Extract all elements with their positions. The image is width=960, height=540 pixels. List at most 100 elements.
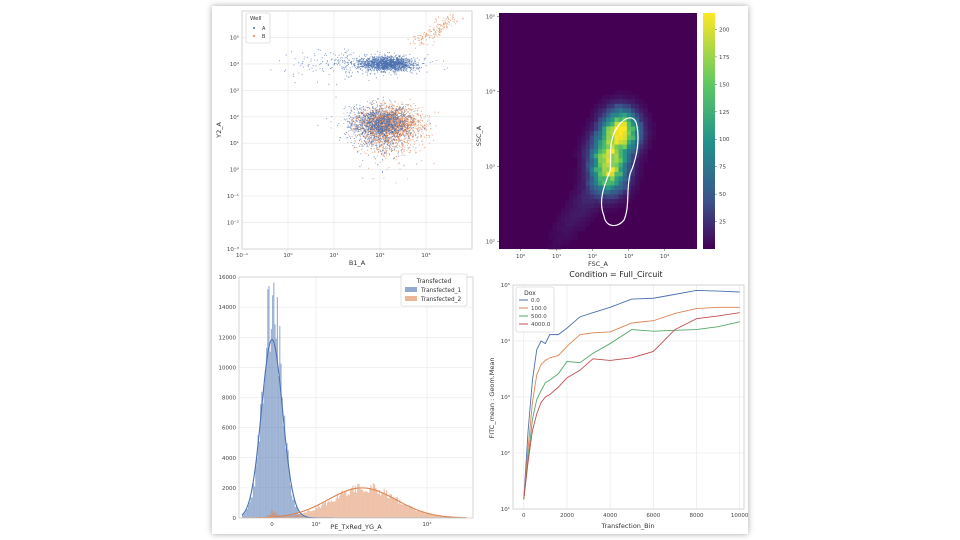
p1-point	[387, 117, 389, 119]
p1-point	[329, 68, 332, 70]
p1-point	[401, 107, 404, 109]
p1-point	[365, 122, 367, 124]
p1-point	[392, 124, 394, 126]
p1-point	[364, 65, 366, 67]
p1-point	[326, 118, 328, 120]
p1-point	[279, 60, 281, 62]
p1-point	[374, 64, 376, 66]
p1-point	[414, 127, 416, 129]
p1-point	[398, 129, 400, 131]
p1-point	[371, 121, 373, 123]
p1-point	[392, 135, 394, 137]
p1-point	[403, 120, 405, 123]
p1-point	[386, 55, 388, 57]
p1-point	[411, 129, 413, 131]
p1-point	[405, 54, 407, 56]
p1-point	[391, 107, 393, 109]
p1-point	[387, 114, 389, 117]
p1-point	[315, 69, 317, 71]
p1-point	[395, 139, 397, 141]
p1-point	[377, 140, 379, 142]
p1-point	[398, 145, 401, 147]
p1-point	[415, 151, 417, 153]
p1-point	[390, 128, 392, 130]
p1-point	[354, 116, 356, 118]
p1-point	[387, 142, 389, 144]
p1-point	[401, 111, 403, 113]
p1-point	[342, 68, 344, 70]
p1-point	[409, 60, 411, 62]
p1-point	[365, 60, 367, 62]
p1-point	[409, 138, 411, 140]
p1-point	[377, 139, 379, 141]
p1-point	[375, 108, 377, 110]
p1-point	[370, 102, 372, 104]
p1-point	[398, 140, 400, 142]
p1-point	[316, 81, 319, 83]
p1-point	[399, 118, 402, 120]
p1-point	[418, 127, 420, 129]
p1-point	[406, 120, 408, 123]
p1-point	[319, 68, 321, 70]
p1-point	[350, 137, 352, 139]
p1-point	[357, 129, 359, 131]
p1-point	[400, 125, 403, 127]
p1-point	[383, 140, 386, 142]
p1-point	[382, 111, 384, 113]
p1-point	[369, 124, 371, 126]
p1-point	[416, 124, 418, 126]
p1-point	[348, 118, 351, 120]
p1-point	[367, 119, 369, 121]
p1-point	[376, 129, 378, 131]
p1-point	[363, 115, 365, 117]
p1-point	[418, 59, 420, 61]
p1-point	[400, 146, 402, 148]
p1-point	[362, 124, 364, 126]
p1-point	[360, 126, 362, 128]
p1-point	[347, 121, 349, 123]
p1-point	[359, 104, 361, 106]
p1-point	[365, 110, 367, 112]
p1-point	[389, 117, 391, 119]
p1-point	[383, 57, 385, 59]
p1-point	[393, 118, 395, 120]
p1-point	[357, 67, 359, 69]
p1-point	[375, 77, 377, 79]
p1-point	[428, 122, 430, 124]
p1-point	[356, 61, 358, 63]
p1-point	[376, 50, 378, 53]
p1-point	[431, 61, 433, 63]
p1-point	[378, 126, 380, 129]
p1-point	[382, 74, 384, 77]
p1-point	[412, 133, 414, 135]
p1-point	[384, 143, 386, 145]
p1-point	[395, 159, 397, 161]
p1-point	[381, 109, 383, 111]
p1-point	[386, 106, 388, 108]
p1-point	[425, 57, 427, 59]
p1-point	[417, 62, 419, 64]
p1-point	[374, 53, 376, 55]
p1-point	[367, 154, 369, 156]
p1-point	[376, 136, 378, 138]
p1-point	[413, 57, 415, 59]
p1-point	[393, 140, 396, 142]
p1-point	[322, 68, 324, 70]
p1-point	[363, 142, 365, 145]
p1-point	[388, 109, 391, 111]
p1-point	[416, 128, 418, 130]
p1-point	[357, 63, 359, 66]
p1-point	[405, 114, 407, 116]
p1-point	[385, 133, 387, 135]
p1-point	[365, 125, 367, 127]
p1-point	[433, 139, 435, 142]
p1-point	[361, 140, 363, 142]
p1-point	[399, 124, 401, 126]
p1-point	[404, 120, 406, 122]
p1-point	[387, 67, 389, 69]
p1-point	[403, 110, 405, 112]
p1-point	[379, 120, 381, 122]
p1-point	[417, 130, 419, 132]
p1-point	[399, 58, 401, 60]
p1-point	[372, 107, 374, 109]
